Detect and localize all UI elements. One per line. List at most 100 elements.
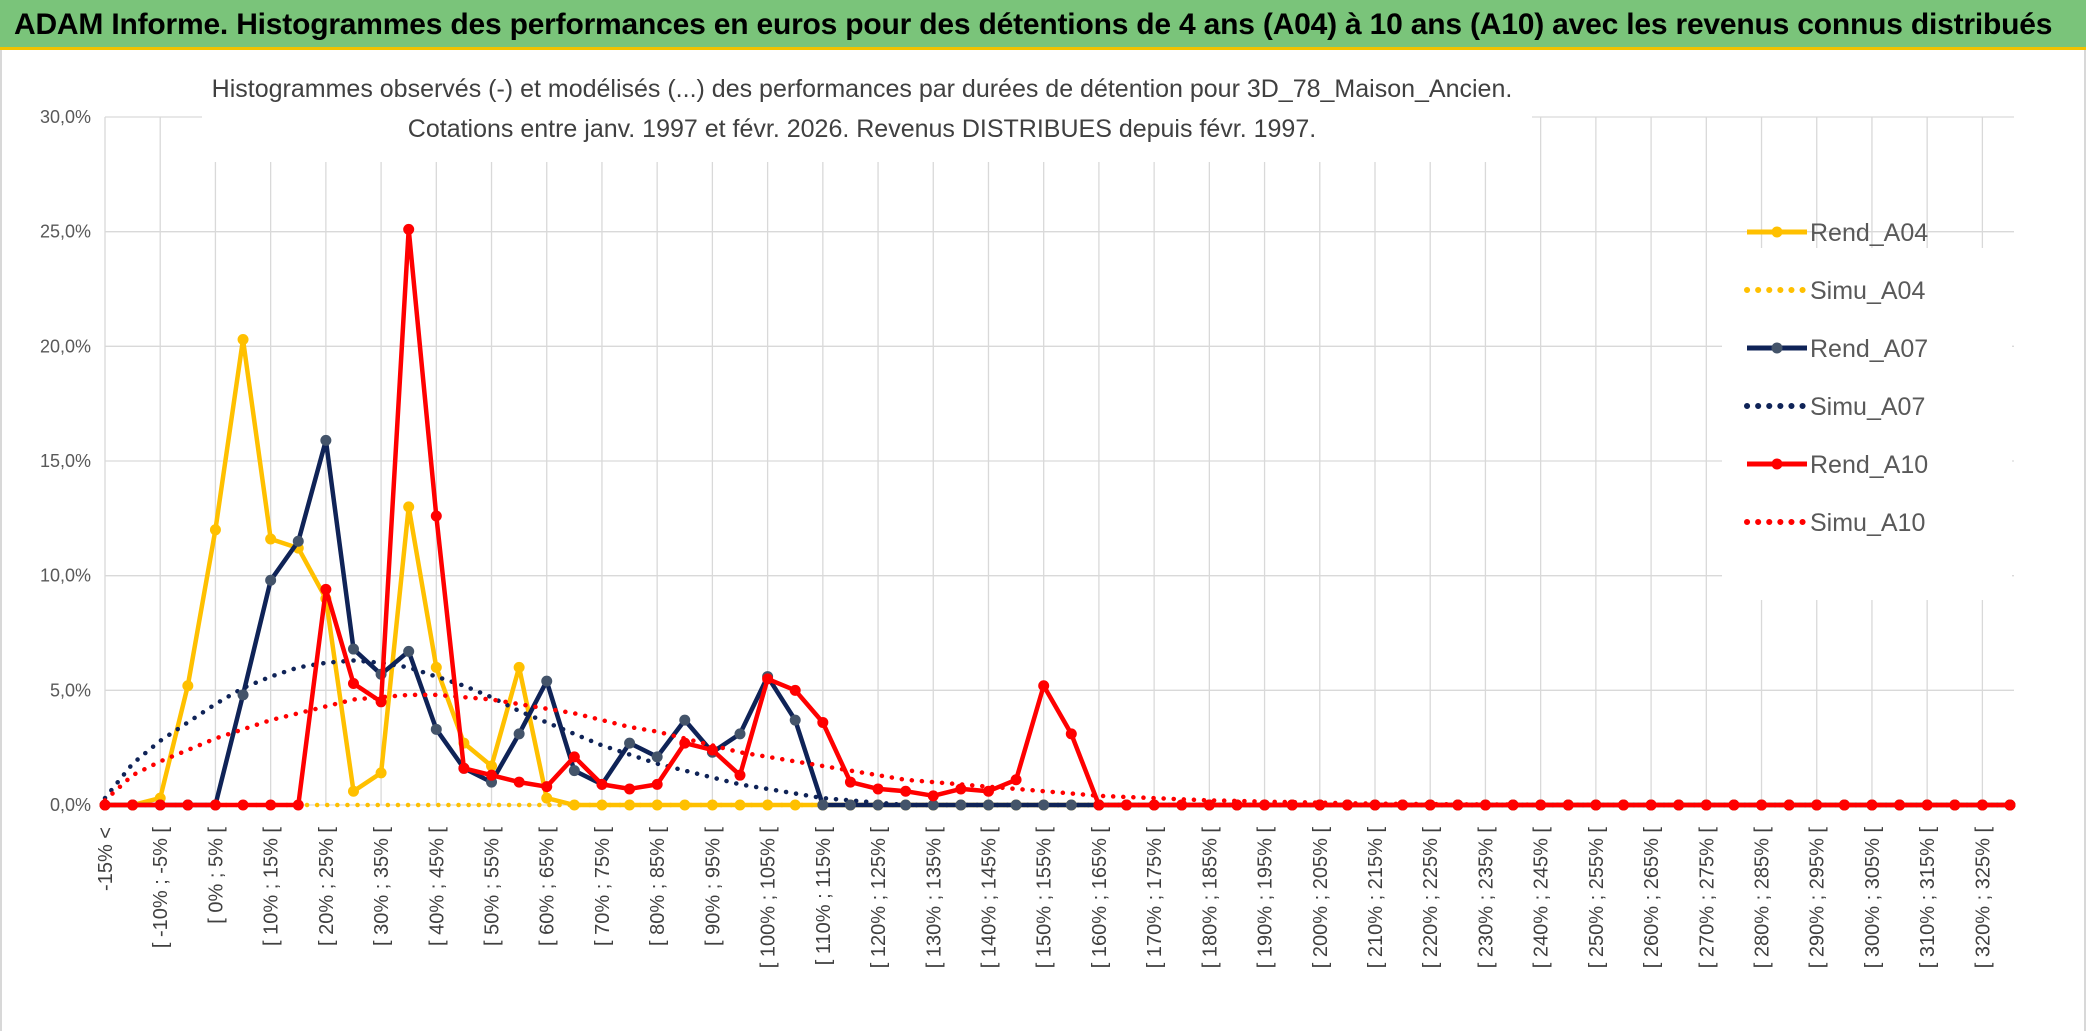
data-point-rend-a10	[99, 799, 111, 811]
x-tick-label: [ 140% ; 145% [	[978, 827, 1000, 969]
data-point-rend-a07	[237, 689, 249, 701]
data-point-rend-a10	[1121, 799, 1133, 811]
x-tick-label: [ 300% ; 305% [	[1862, 827, 1884, 969]
data-point-rend-a10	[1038, 680, 1050, 692]
report-title: ADAM Informe. Histogrammes des performan…	[14, 8, 2053, 41]
data-point-rend-a10	[1590, 799, 1602, 811]
x-tick-label: [ -10% ; -5% [	[150, 827, 172, 949]
x-tick-label: [ 120% ; 125% [	[868, 827, 890, 969]
y-tick-label: 25,0%	[40, 222, 91, 242]
data-point-rend-a10	[513, 776, 525, 788]
data-point-rend-a10	[1921, 799, 1933, 811]
y-tick-label: 30,0%	[40, 107, 91, 127]
data-point-rend-a10	[265, 799, 277, 811]
x-axis-ticks: -15% < [ -10% ; -5% [[ 0% ; 5% [[ 10% ; 1…	[95, 827, 1994, 969]
x-tick-label: [ 80% ; 85% [	[647, 827, 669, 946]
data-point-rend-a10	[568, 751, 580, 763]
data-point-rend-a07	[651, 751, 663, 763]
data-point-rend-a04	[651, 799, 663, 811]
line-chart: 0,0% 5,0% 10,0% 15,0% 20,0% 25,0% 30,0% -15% <…	[40, 70, 2016, 969]
data-point-rend-a10	[927, 790, 939, 802]
data-point-rend-a07	[430, 723, 442, 735]
x-tick-label: [ 310% ; 315% [	[1917, 827, 1939, 969]
data-point-rend-a10	[1535, 799, 1547, 811]
x-tick-label: [ 320% ; 325% [	[1972, 827, 1994, 969]
data-point-rend-a10	[1838, 799, 1850, 811]
data-point-rend-a07	[982, 799, 994, 811]
data-point-rend-a10	[1231, 799, 1243, 811]
data-point-rend-a04	[596, 799, 608, 811]
data-point-rend-a10	[1369, 799, 1381, 811]
legend-marker-rend-a04	[1771, 226, 1783, 238]
x-tick-label: [ 180% ; 185% [	[1199, 827, 1221, 969]
legend-marker-rend-a10	[1771, 458, 1783, 470]
chart-title-line1: Histogrammes observés (-) et modélisés (…	[212, 75, 1513, 103]
data-point-rend-a07	[320, 434, 332, 446]
data-point-rend-a10	[734, 769, 746, 781]
data-point-rend-a10	[706, 744, 718, 756]
data-point-rend-a10	[154, 799, 166, 811]
legend: Rend_A04 Simu_A04 Rend_A07 Simu_A07 Rend_A10…	[1722, 219, 2012, 600]
data-point-rend-a10	[237, 799, 249, 811]
data-point-rend-a10	[982, 785, 994, 797]
x-tick-label: [ 90% ; 95% [	[702, 827, 724, 946]
data-point-rend-a10	[872, 783, 884, 795]
data-point-rend-a07	[927, 799, 939, 811]
series-line-rend-a10	[105, 227, 2010, 808]
data-point-rend-a10	[1010, 774, 1022, 786]
x-tick-label: [ 130% ; 135% [	[923, 827, 945, 969]
x-tick-label: [ 30% ; 35% [	[371, 827, 393, 946]
chart-frame: 0,0% 5,0% 10,0% 15,0% 20,0% 25,0% 30,0% -15% <…	[0, 50, 2086, 1031]
data-point-rend-a07	[541, 675, 553, 687]
x-tick-label: [ 0% ; 5% [	[205, 827, 227, 924]
data-point-rend-a10	[541, 781, 553, 793]
y-tick-label: 10,0%	[40, 566, 91, 586]
data-point-rend-a07	[1010, 799, 1022, 811]
data-point-rend-a10	[900, 785, 912, 797]
x-tick-label: [ 220% ; 225% [	[1420, 827, 1442, 969]
data-point-rend-a07	[872, 799, 884, 811]
data-point-rend-a10	[844, 776, 856, 788]
data-point-rend-a07	[900, 799, 912, 811]
legend-label-simu-a04: Simu_A04	[1810, 277, 1925, 305]
data-point-rend-a04	[513, 661, 525, 673]
legend-label-simu-a07: Simu_A07	[1810, 393, 1925, 421]
data-point-rend-a10	[458, 762, 470, 774]
data-point-rend-a07	[1038, 799, 1050, 811]
title-background	[202, 70, 1532, 162]
x-tick-label: [ 270% ; 275% [	[1696, 827, 1718, 969]
data-point-rend-a10	[1645, 799, 1657, 811]
data-point-rend-a10	[817, 716, 829, 728]
y-tick-label: 5,0%	[50, 680, 91, 700]
data-point-rend-a10	[209, 799, 221, 811]
x-tick-label: -15% <	[95, 827, 117, 891]
y-tick-label: 15,0%	[40, 451, 91, 471]
data-point-rend-a10	[1949, 799, 1961, 811]
data-point-rend-a10	[1065, 728, 1077, 740]
data-point-rend-a10	[1507, 799, 1519, 811]
data-point-rend-a10	[1286, 799, 1298, 811]
x-tick-label: [ 200% ; 205% [	[1310, 827, 1332, 969]
x-tick-label: [ 20% ; 25% [	[316, 827, 338, 946]
data-point-rend-a10	[1203, 799, 1215, 811]
data-point-rend-a07	[347, 643, 359, 655]
data-point-rend-a10	[1562, 799, 1574, 811]
data-point-rend-a07	[817, 799, 829, 811]
data-point-rend-a07	[679, 714, 691, 726]
y-tick-label: 20,0%	[40, 336, 91, 356]
data-point-rend-a07	[513, 728, 525, 740]
data-point-rend-a10	[1811, 799, 1823, 811]
data-point-rend-a10	[486, 769, 498, 781]
data-point-rend-a10	[1397, 799, 1409, 811]
legend-background	[1722, 248, 2012, 600]
data-point-rend-a10	[1783, 799, 1795, 811]
data-point-rend-a04	[734, 799, 746, 811]
data-point-rend-a07	[265, 574, 277, 586]
data-point-rend-a10	[1866, 799, 1878, 811]
data-point-rend-a10	[1756, 799, 1768, 811]
data-point-rend-a04	[209, 524, 221, 536]
x-tick-label: [ 230% ; 235% [	[1475, 827, 1497, 969]
data-point-rend-a04	[237, 333, 249, 345]
data-point-rend-a07	[403, 645, 415, 657]
data-point-rend-a07	[624, 737, 636, 749]
